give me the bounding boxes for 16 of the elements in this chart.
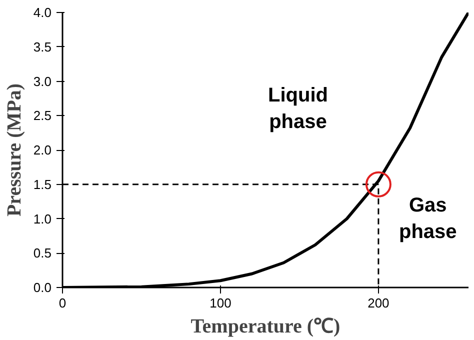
y-tick-label: 2.5: [33, 108, 52, 124]
y-tick-label: 1.5: [33, 176, 52, 192]
y-tick-label: 0.0: [33, 280, 52, 295]
y-tick-label: 3.0: [33, 74, 52, 89]
x-tick-label: 200: [368, 296, 390, 310]
y-tick-label: 1.0: [33, 211, 52, 226]
y-tick-label: 2.0: [33, 142, 52, 158]
x-axis-title: Temperature (℃): [190, 316, 340, 338]
x-tick-label: 100: [210, 296, 232, 310]
annotation: Liquid phase: [268, 84, 328, 133]
y-tick-label: 4.0: [33, 5, 52, 20]
y-axis-title: Pressure (MPa): [3, 83, 26, 217]
y-tick-label: 0.5: [33, 246, 52, 261]
annotation: Gas phase: [399, 194, 457, 243]
x-tick-label: 0: [58, 296, 66, 310]
y-tick-label: 3.5: [33, 39, 52, 54]
